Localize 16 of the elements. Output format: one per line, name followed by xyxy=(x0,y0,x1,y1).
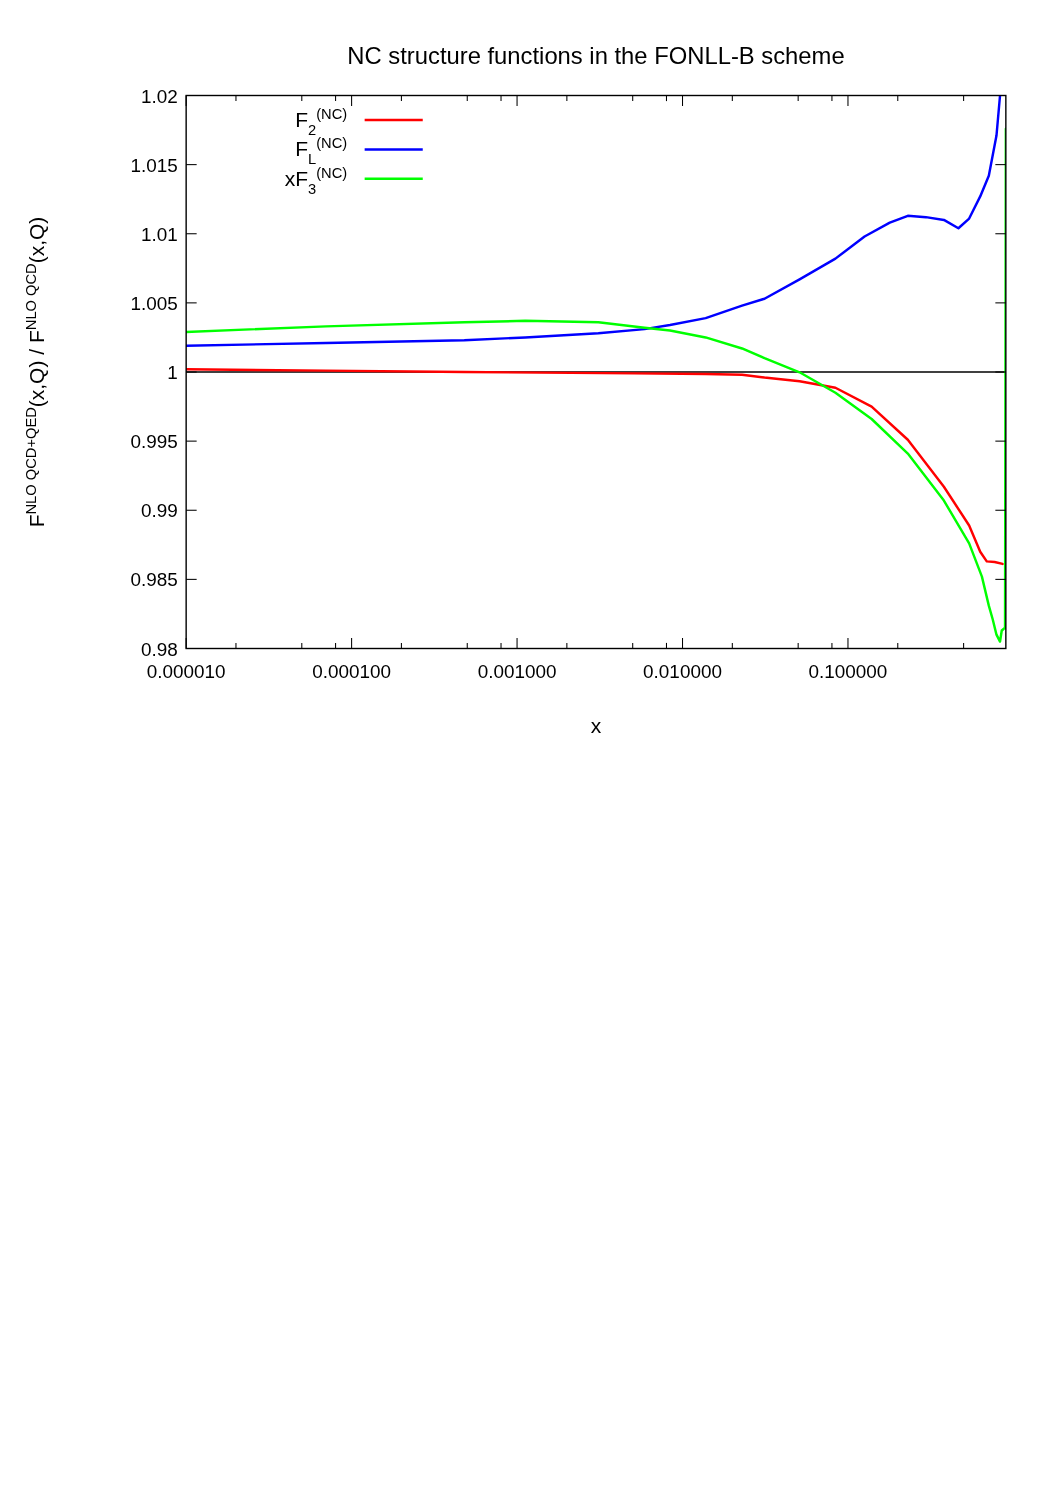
x-tick-label: 0.100000 xyxy=(808,660,888,682)
y-tick-label: 1 xyxy=(167,362,178,383)
y-tick-label: 1.01 xyxy=(140,223,178,245)
y-tick-label: 1.02 xyxy=(140,85,178,107)
y-tick-label: 1.015 xyxy=(130,154,178,176)
y-tick-label: 0.985 xyxy=(130,569,178,591)
x-tick-label: 0.001000 xyxy=(477,660,557,682)
x-axis-title: x xyxy=(590,713,602,737)
x-tick-label: 0.000010 xyxy=(146,660,226,682)
y-tick-label: 0.98 xyxy=(140,638,178,660)
y-tick-label: 0.99 xyxy=(140,500,178,522)
y-tick-label: 0.995 xyxy=(130,431,178,453)
x-tick-label: 0.000100 xyxy=(312,660,391,682)
chart-title: NC structure functions in the FONLL-B scheme xyxy=(347,42,845,69)
y-tick-label: 1.005 xyxy=(130,292,178,314)
x-tick-label: 0.010000 xyxy=(643,660,722,682)
